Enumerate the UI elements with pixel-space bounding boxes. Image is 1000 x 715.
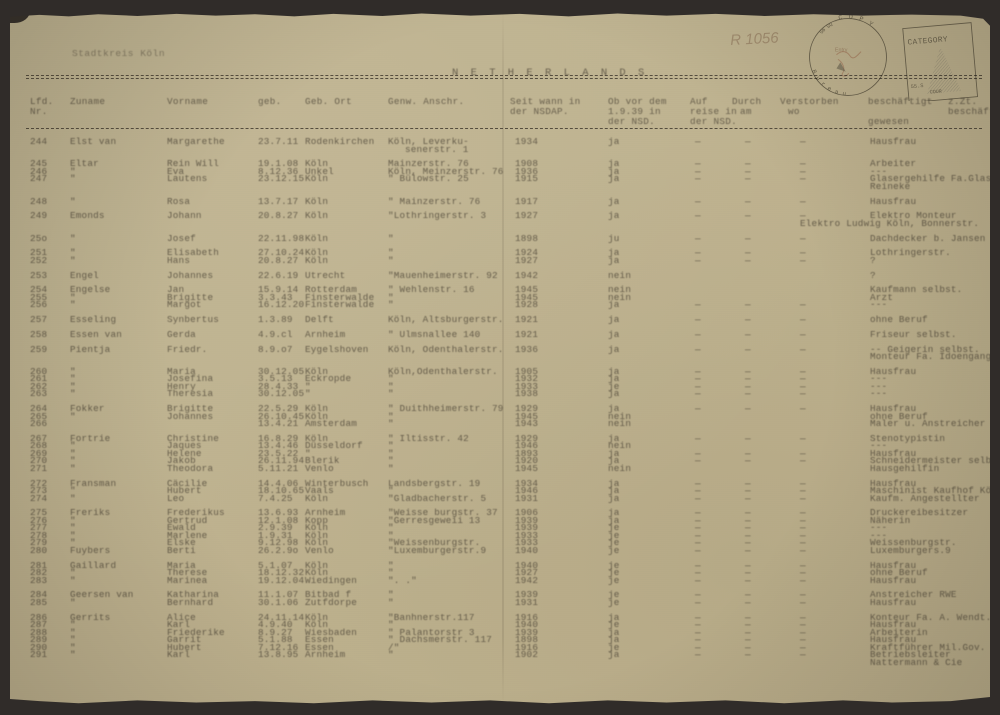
svg-text:Entry: Entry bbox=[835, 48, 848, 54]
svg-text:B u r e a u: B u r e a u bbox=[810, 69, 847, 98]
svg-text:. DS 95: . DS 95 bbox=[817, 18, 838, 34]
svg-text:CATEGORY: CATEGORY bbox=[907, 35, 948, 47]
svg-text:55.S: 55.S bbox=[910, 83, 923, 90]
svg-text:C O P Y: C O P Y bbox=[838, 13, 875, 28]
svg-text:R 1056: R 1056 bbox=[730, 29, 780, 49]
svg-text:COUR: COUR bbox=[930, 89, 942, 96]
